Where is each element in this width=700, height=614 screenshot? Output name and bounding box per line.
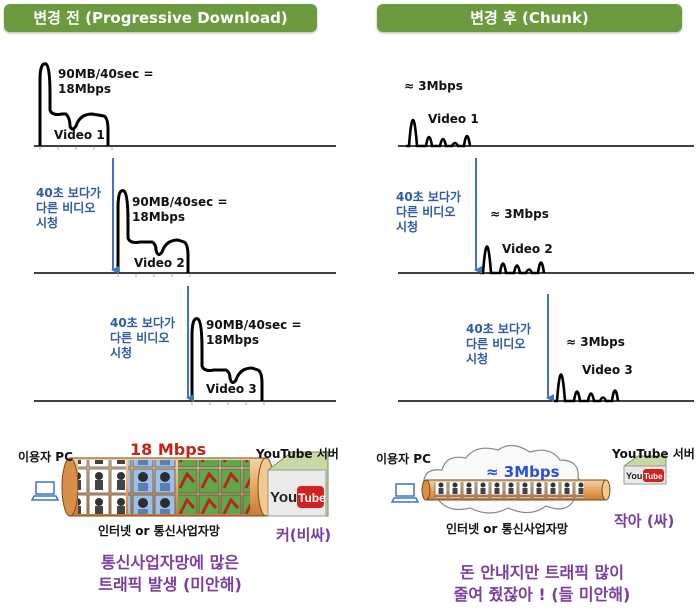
before-video3-label: Video 3 <box>206 382 257 396</box>
logo-tube: Tube <box>298 491 326 505</box>
after-video3-label: Video 3 <box>582 363 633 377</box>
before-rate-label-1: 90MB/40sec = 18Mbps <box>58 67 154 96</box>
before-video1-label: Video 1 <box>54 128 105 142</box>
after-rate-label-1: ≈ 3Mbps <box>404 79 463 93</box>
after-video1-label: Video 1 <box>428 112 479 126</box>
bl-conclusion: 통신사업자망에 많은 트래픽 발생 (미안해) <box>98 553 242 594</box>
laptop-icon-right <box>390 483 420 503</box>
pipe-narrow <box>421 479 611 501</box>
before-video2-curve <box>116 189 190 273</box>
bl-user-pc: 이용자 PC <box>18 450 73 464</box>
youtube-server-large: You Tube <box>267 451 329 517</box>
laptop-icon <box>30 481 60 501</box>
pipe-wide <box>61 457 275 517</box>
before-video2-label: Video 2 <box>134 256 185 270</box>
youtube-server-small: You Tube <box>623 455 667 485</box>
after-switch-note-2: 40초 보다가 다른 비디오 시청 <box>466 322 532 366</box>
after-video2-label: Video 2 <box>502 242 553 256</box>
before-switch-note-2: 40초 보다가 다른 비디오 시청 <box>110 316 176 360</box>
after-video1-curve <box>406 119 472 148</box>
bl-speed: 18 Mbps <box>130 440 207 459</box>
after-switch-note-1: 40초 보다가 다른 비디오 시청 <box>396 190 462 234</box>
bl-network: 인터넷 or 통신사업자망 <box>98 524 220 538</box>
logo-you: You <box>270 489 297 506</box>
before-switch-arrows <box>111 158 194 402</box>
br-conclusion: 돈 안내지만 트래픽 많이 줄여 줬잖아 ! (들 미안해) <box>453 563 631 604</box>
before-switch-note-1: 40초 보다가 다른 비디오 시청 <box>36 186 102 230</box>
after-baselines <box>398 145 694 402</box>
before-rate-label-2: 90MB/40sec = 18Mbps <box>132 195 228 224</box>
after-header: 변경 후 (Chunk) <box>377 4 682 32</box>
logo-tube-small: Tube <box>644 472 663 481</box>
after-video3-curve <box>554 373 620 403</box>
br-speed: ≈ 3Mbps <box>486 463 560 481</box>
before-baselines <box>34 145 336 402</box>
after-switch-arrows <box>474 158 554 402</box>
before-video1-curve <box>38 62 110 146</box>
before-header: 변경 전 (Progressive Download) <box>4 4 317 32</box>
after-rate-label-3: ≈ 3Mbps <box>566 335 625 349</box>
logo-you-small: You <box>626 471 642 481</box>
after-video2-curve <box>480 245 546 275</box>
br-user-pc: 이용자 PC <box>376 452 431 466</box>
after-rate-label-2: ≈ 3Mbps <box>490 207 549 221</box>
bl-server-size: 커(비싸) <box>276 526 332 544</box>
br-network: 인터넷 or 통신사업자망 <box>446 522 568 536</box>
before-rate-label-3: 90MB/40sec = 18Mbps <box>206 318 302 347</box>
bl-server: YouTube 서버 <box>256 447 339 461</box>
before-ticks <box>39 146 265 405</box>
br-server: YouTube 서버 <box>612 447 695 461</box>
br-server-size: 작아 (싸) <box>614 512 675 530</box>
before-video3-curve <box>190 317 264 401</box>
